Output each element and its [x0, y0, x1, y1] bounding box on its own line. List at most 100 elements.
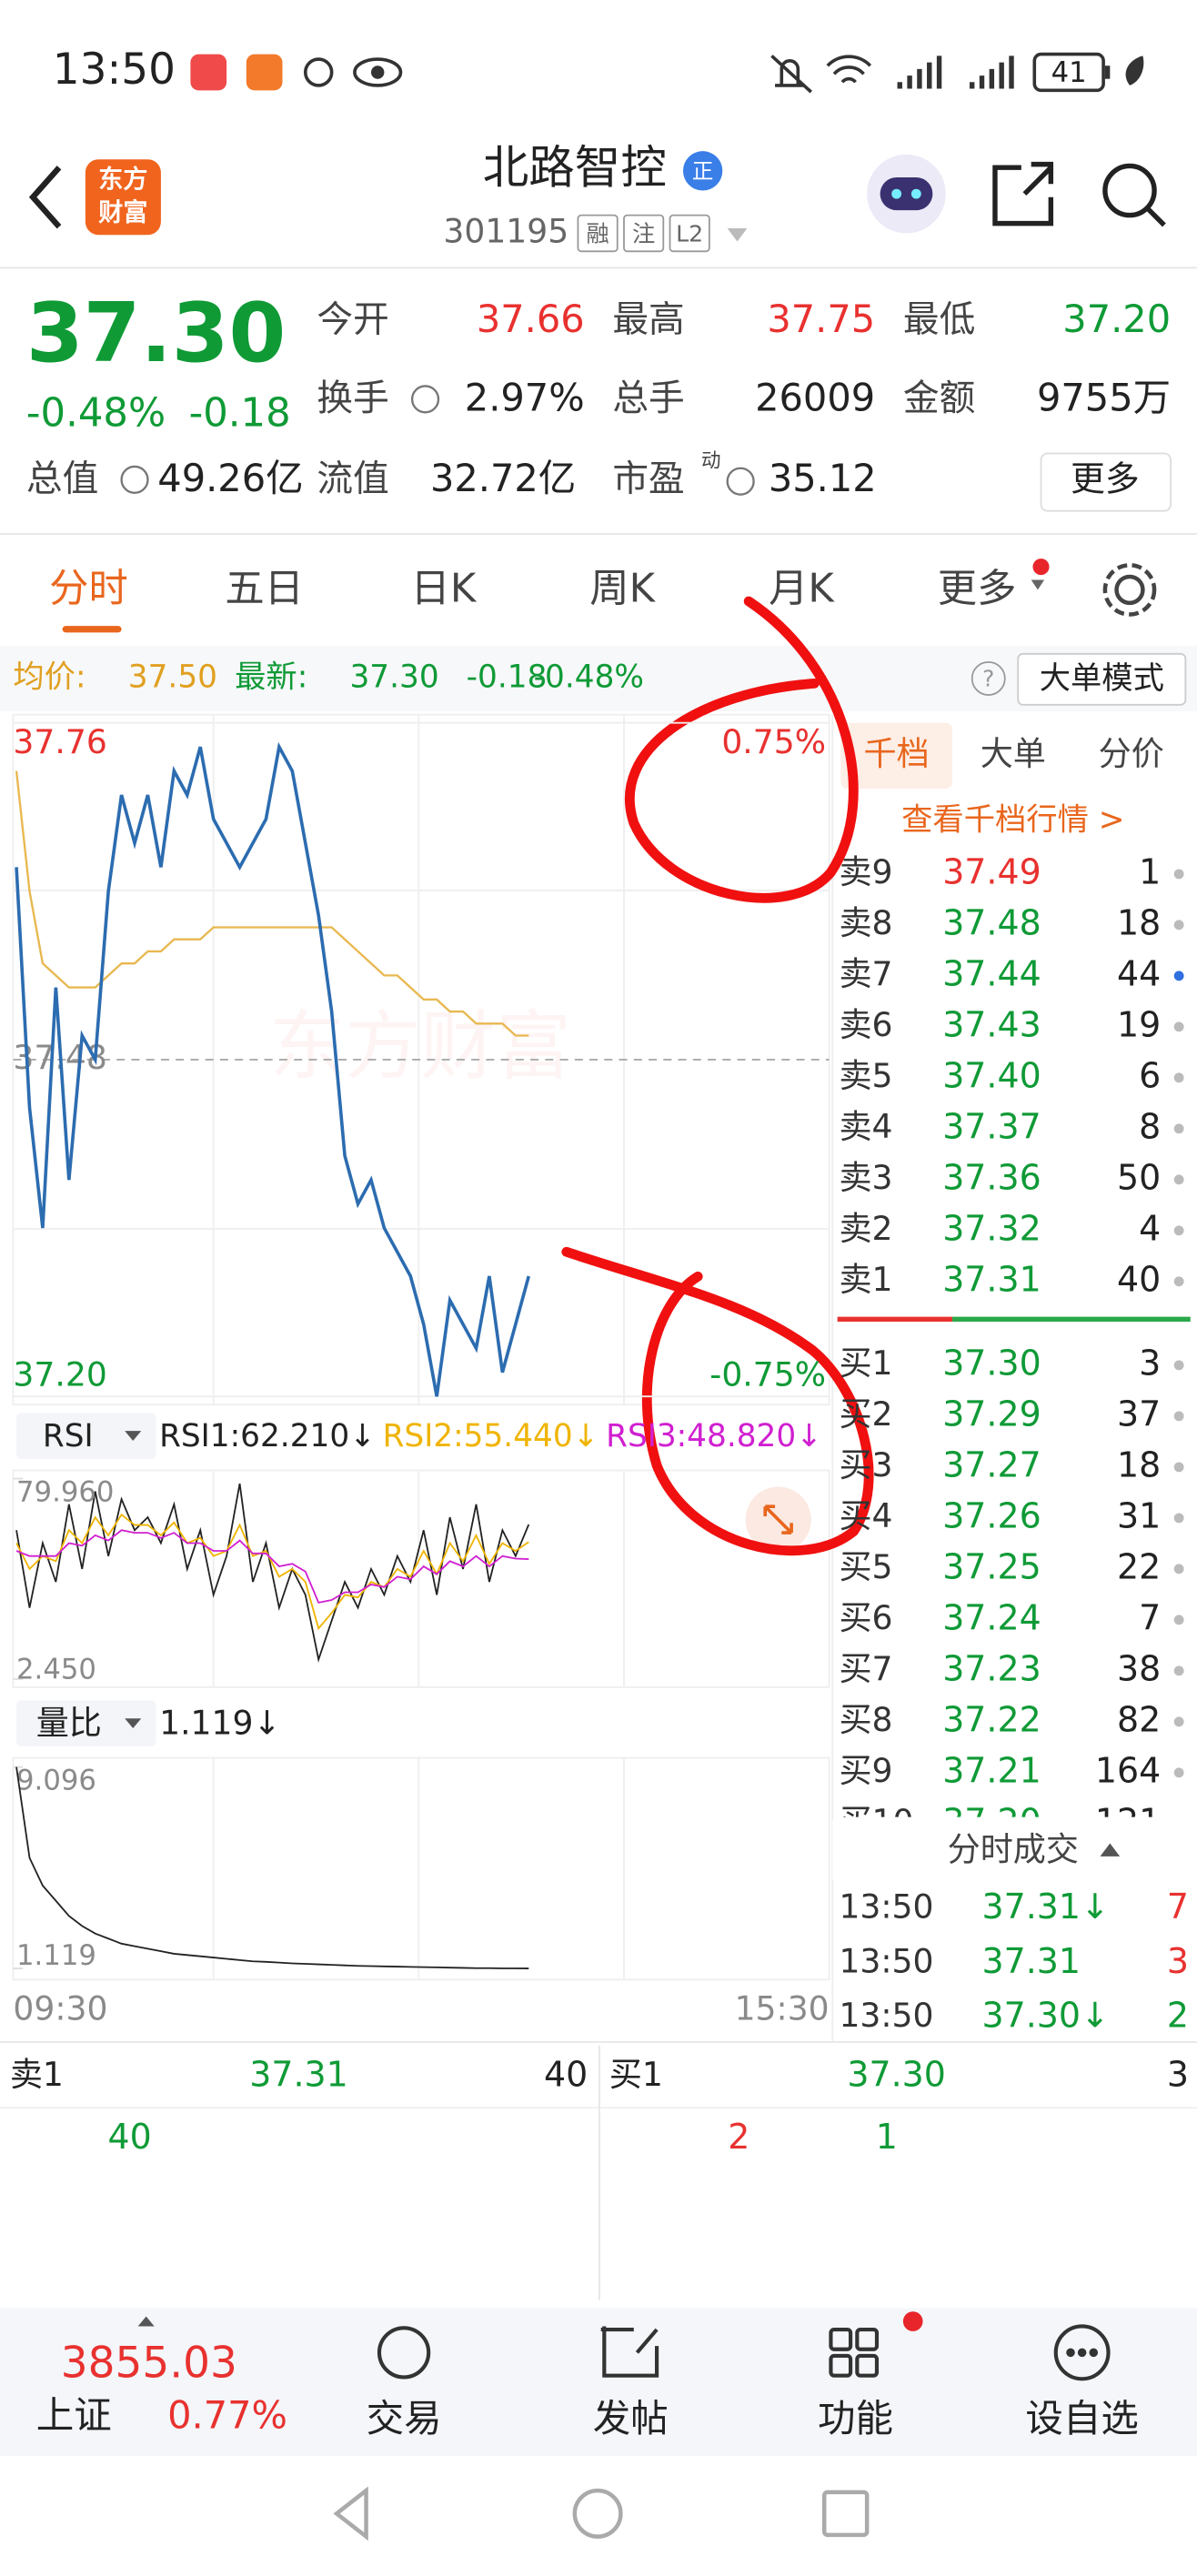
tab[interactable]: 周K	[589, 567, 656, 612]
search-button[interactable]	[1102, 163, 1166, 227]
book-dot	[1173, 1411, 1184, 1422]
annotation	[561, 596, 874, 1556]
line	[15, 1529, 529, 1604]
index-value[interactable]: 3855.03	[61, 2338, 237, 2388]
book-volume: 7	[1139, 1597, 1161, 1637]
change: -0.18	[189, 390, 291, 436]
more-button[interactable]	[1040, 452, 1172, 512]
y-tick-label: 37.76	[13, 722, 106, 761]
trade-volume: 2	[1167, 1995, 1189, 2035]
nav-item[interactable]: 功能	[818, 2396, 893, 2440]
x-tick-label: 09:30	[13, 1989, 107, 2028]
book-volume: 1	[1139, 851, 1161, 891]
book-dot	[1173, 1513, 1184, 1524]
indicator-name[interactable]: 量比	[36, 1703, 102, 1742]
mode-button[interactable]	[1017, 652, 1187, 706]
line	[15, 741, 531, 1397]
panel-tab[interactable]: 大单	[981, 734, 1046, 773]
tab[interactable]: 五日	[225, 567, 304, 612]
book-price: 37.36	[942, 1157, 1041, 1197]
line	[15, 770, 529, 1037]
trade-price: 37.31↓	[982, 1887, 1110, 1927]
tab[interactable]: 日K	[411, 567, 478, 612]
stat-value: 49.26亿	[157, 456, 303, 500]
help-icon[interactable]	[971, 660, 1006, 696]
index-name[interactable]: 上证	[36, 2393, 112, 2438]
book-volume: 121	[1095, 1801, 1161, 1841]
indicator-select[interactable]	[16, 1413, 156, 1459]
tab[interactable]: 月K	[769, 567, 835, 612]
system-nav[interactable]	[333, 2486, 870, 2541]
book-dot	[1173, 1767, 1184, 1778]
stat-value: 32.72亿	[430, 456, 576, 500]
book-price: 37.48	[942, 902, 1041, 942]
legend-text: 均价:	[13, 659, 86, 695]
logo	[85, 159, 161, 236]
panel-tab[interactable]: 千档	[864, 734, 930, 773]
robot-avatar[interactable]	[867, 154, 946, 234]
line	[15, 1766, 529, 1969]
book-label: 买8	[839, 1700, 892, 1739]
book-dot	[1173, 1021, 1184, 1032]
dropdown-arrow	[125, 1718, 142, 1729]
legend-entry: RSI1:62.210↓	[159, 1418, 376, 1454]
nav-item[interactable]: 设自选	[1025, 2396, 1139, 2440]
nav-item[interactable]: 发帖	[593, 2396, 669, 2440]
book-volume: 22	[1117, 1546, 1161, 1586]
book-price: 37.30	[847, 2054, 946, 2094]
book-label: 卖2	[839, 1209, 892, 1248]
tab[interactable]: 分时	[49, 567, 128, 612]
book-label: 买1	[609, 2055, 663, 2094]
stat-value: 37.66	[477, 297, 585, 341]
nav-item[interactable]: 交易	[367, 2396, 442, 2440]
book-price: 37.49	[942, 851, 1041, 891]
share-button[interactable]	[992, 161, 1054, 226]
tab-active-bg	[840, 722, 953, 789]
legend-text: -0.18	[467, 659, 548, 695]
stat-label: 最高	[612, 298, 684, 340]
back-button[interactable]	[28, 166, 62, 229]
mode-button-text[interactable]: 大单模式	[1040, 660, 1164, 697]
book-volume: 19	[1117, 1004, 1161, 1044]
notification-dot	[902, 2311, 923, 2331]
bottom-nav	[0, 2308, 1197, 2457]
tag: 注	[632, 220, 655, 247]
indicator-select[interactable]	[16, 1700, 156, 1746]
more-button-text[interactable]: 更多	[1071, 459, 1140, 499]
trades-header-bg	[832, 1820, 1197, 1880]
index-change[interactable]: 0.77%	[167, 2393, 287, 2438]
settings-button[interactable]	[1102, 563, 1157, 617]
book-volume: 44	[1117, 953, 1161, 993]
stat-label: 换手	[317, 377, 388, 419]
book-label: 卖3	[839, 1158, 892, 1197]
stat-value: 37.75	[767, 297, 875, 341]
legend-text: -0.48%	[534, 659, 644, 695]
sort-arrow	[1100, 1843, 1121, 1857]
indicator-name[interactable]: RSI	[43, 1418, 94, 1454]
book-price: 37.29	[942, 1394, 1041, 1434]
stat-value: 37.20	[1062, 297, 1171, 341]
pct-label: -0.75%	[709, 1355, 826, 1394]
detail-volume: 2	[728, 2117, 749, 2157]
book-dot	[1173, 1123, 1184, 1134]
legend-entry: RSI3:48.820↓	[606, 1418, 822, 1454]
x-tick-label: 15:30	[735, 1989, 830, 2028]
stat-label: 总值	[26, 458, 98, 500]
info-icons	[120, 385, 755, 496]
book-label: 卖8	[839, 903, 892, 942]
bid-list: 买1 37.30 3 买2 37.29 37 买3 37.27 18 买4 37.26 31 买5 37.…	[839, 1343, 1184, 1841]
trade-time: 13:50	[839, 1941, 933, 1980]
chart-grid	[12, 713, 830, 1981]
panel-tab[interactable]: 分价	[1099, 734, 1164, 773]
panel-link[interactable]: 查看千档行情 >	[901, 802, 1124, 839]
change-pct: -0.48%	[26, 390, 166, 436]
book-label: 买7	[839, 1649, 892, 1688]
tab[interactable]: 更多	[938, 567, 1017, 612]
trade-time: 13:50	[839, 1996, 933, 2035]
book-price: 37.20	[942, 1801, 1041, 1841]
code-dropdown[interactable]	[727, 228, 748, 242]
stat-label: 今开	[317, 298, 388, 340]
book-label: 买6	[839, 1598, 892, 1637]
expand-button[interactable]	[745, 1486, 811, 1553]
